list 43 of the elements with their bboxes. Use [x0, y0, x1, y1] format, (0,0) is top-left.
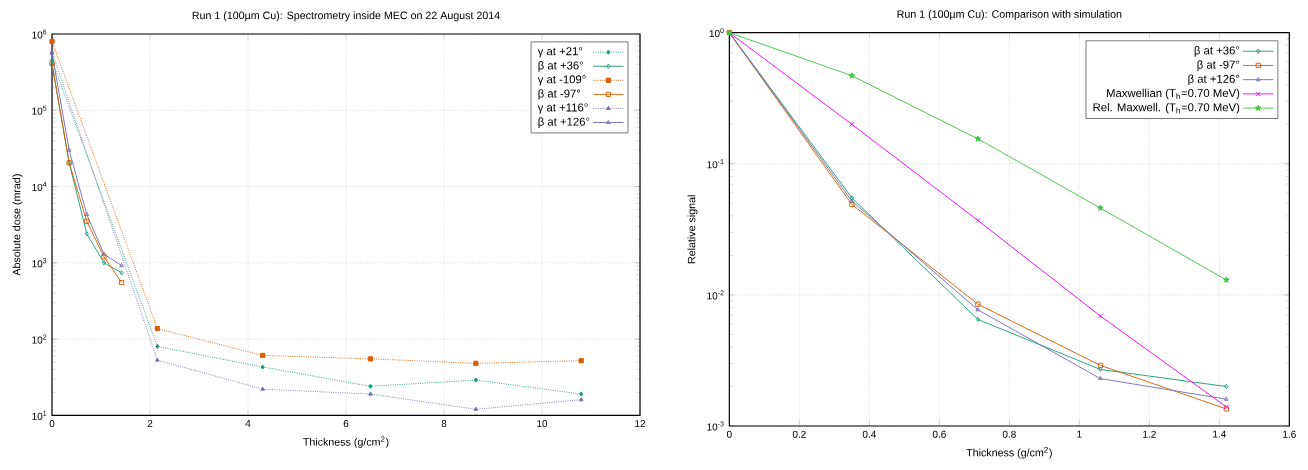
- legend-label: β at +36°: [538, 61, 584, 72]
- y-tick-label: 10$^{-2}$: [707, 290, 724, 300]
- y-tick-label: 10$^{5}$: [32, 105, 47, 115]
- x-tick-label: 8: [441, 420, 447, 428]
- legend-label: γ at -109°: [537, 75, 586, 86]
- y-tick-label: 10$^{6}$: [32, 29, 47, 39]
- y-tick-label: 10$^{3}$: [32, 258, 47, 268]
- y-tick-label: 10$^{4}$: [32, 182, 47, 191]
- x-tick-label: 4: [245, 420, 251, 427]
- x-tick-label: 0.4: [862, 430, 876, 438]
- x-tick-label: 0.8: [1002, 430, 1016, 438]
- legend-label: Rel. Maxwell. (T$_{h}$=0.70 MeV): [1093, 102, 1240, 114]
- y-axis-title: Relative signal: [687, 195, 698, 264]
- x-tick-label: 0.6: [932, 430, 946, 438]
- x-axis-title: Thickness (g/cm$^{2}$): [966, 446, 1052, 459]
- legend-label: β at -97°: [1197, 60, 1240, 71]
- x-tick-label: 1.4: [1213, 430, 1226, 438]
- x-tick-label: 1: [1077, 430, 1082, 438]
- y-tick-label: 10$^{1}$: [32, 410, 47, 420]
- x-axis-title: Thickness (g/cm$^{2}$): [303, 436, 389, 448]
- x-tick-label: 0.2: [792, 430, 806, 438]
- chart-title: Run 1 (100µm Cu): Spectrometry inside MEC on 22 August 2014: [192, 11, 500, 22]
- x-tick-label: 1.2: [1143, 430, 1156, 438]
- legend-label: β at +36°: [1194, 46, 1240, 57]
- x-tick-label: 1.6: [1283, 430, 1296, 438]
- x-tick-label: 12: [635, 420, 646, 428]
- y-axis-title: Absolute dose (mrad): [12, 174, 23, 276]
- y-tick-label: 10$^{-3}$: [707, 421, 724, 431]
- x-tick-label: 6: [343, 420, 349, 428]
- y-tick-label: 10$^{2}$: [32, 334, 47, 344]
- legend-label: β at +126°: [538, 117, 590, 128]
- x-tick-label: 0: [726, 430, 732, 438]
- legend-label: γ at +116°: [537, 103, 588, 114]
- legend-label: β at +126°: [1188, 74, 1240, 86]
- x-tick-label: 2: [147, 420, 153, 428]
- legend-label: β at -97°: [538, 89, 581, 100]
- legend-label: Maxwellian (T$_{h}$=0.70 MeV): [1106, 88, 1240, 100]
- x-tick-label: 0: [49, 420, 55, 428]
- x-tick-label: 10: [537, 420, 548, 428]
- y-tick-label: 10$^{-1}$: [707, 159, 724, 169]
- y-tick-label: 10$^{0}$: [709, 28, 724, 38]
- chart-title: Run 1 (100µm Cu): Comparison with simulation: [897, 10, 1122, 20]
- legend-label: γ at +21°: [537, 47, 583, 58]
